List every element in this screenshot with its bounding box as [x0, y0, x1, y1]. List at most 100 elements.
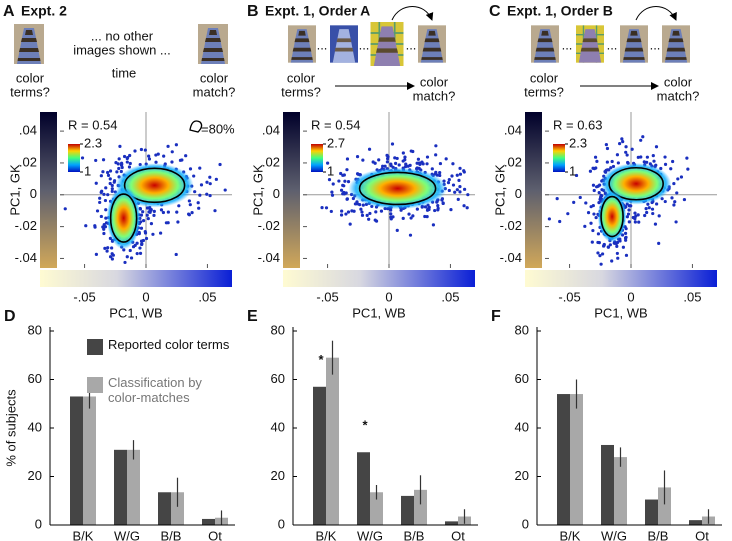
- stimulus-image: [531, 25, 559, 63]
- point: [634, 214, 638, 218]
- y-tick-label: .02: [504, 154, 522, 169]
- point: [218, 162, 222, 167]
- point: [389, 162, 393, 166]
- last-label: match?: [193, 84, 236, 99]
- point: [462, 204, 466, 208]
- x-tick-label: -.05: [73, 289, 95, 304]
- point: [111, 253, 115, 257]
- bar: [127, 449, 140, 525]
- point: [592, 167, 597, 171]
- point: [95, 209, 100, 213]
- ellipsis: ...: [359, 37, 370, 52]
- point: [330, 193, 335, 197]
- point: [326, 161, 330, 165]
- x-tick-label: Ot: [451, 528, 465, 541]
- point: [657, 241, 661, 245]
- point: [161, 210, 165, 215]
- point: [101, 170, 105, 174]
- x-axis-label: PC1, WB: [109, 305, 162, 320]
- point: [343, 179, 347, 183]
- point: [104, 216, 108, 220]
- point: [389, 212, 393, 216]
- point: [672, 203, 676, 207]
- panel-label: F: [491, 308, 501, 325]
- point: [147, 210, 151, 214]
- density-blob: [348, 167, 447, 210]
- point: [146, 217, 150, 221]
- point: [610, 259, 614, 263]
- point: [120, 165, 124, 170]
- point: [436, 206, 440, 210]
- point: [626, 212, 631, 216]
- point: [672, 181, 676, 186]
- point: [433, 208, 437, 213]
- point: [652, 159, 656, 163]
- point: [596, 184, 600, 188]
- point: [122, 154, 127, 159]
- point: [636, 213, 640, 217]
- point: [129, 256, 134, 260]
- point: [403, 165, 408, 169]
- point: [444, 157, 448, 161]
- point: [101, 158, 106, 162]
- point: [393, 161, 398, 165]
- panel-label: D: [4, 308, 16, 325]
- point: [436, 204, 440, 208]
- point: [462, 187, 467, 191]
- point: [431, 223, 436, 227]
- bar: [570, 394, 583, 525]
- point: [355, 155, 360, 159]
- point: [159, 231, 163, 235]
- point: [164, 221, 169, 225]
- bar: [645, 499, 658, 525]
- point: [447, 188, 451, 193]
- point: [138, 246, 142, 250]
- point: [604, 143, 608, 147]
- y-tick-label: -.02: [15, 218, 37, 233]
- point: [135, 241, 139, 245]
- point: [368, 211, 372, 216]
- point: [140, 242, 144, 246]
- x-tick-label: -.05: [316, 289, 338, 304]
- point: [434, 144, 438, 148]
- inset-colorbar: [553, 144, 565, 172]
- point: [110, 257, 114, 261]
- point: [639, 155, 643, 159]
- point: [106, 193, 110, 197]
- point: [407, 212, 411, 216]
- point: [151, 232, 155, 236]
- x-tick-label: W/G: [357, 528, 383, 541]
- point: [329, 209, 333, 214]
- point: [610, 159, 614, 164]
- point: [345, 168, 349, 172]
- inset-colorbar: [68, 144, 80, 172]
- point: [591, 228, 595, 233]
- point: [187, 212, 191, 216]
- point: [674, 220, 678, 224]
- point: [416, 157, 421, 161]
- point: [119, 169, 123, 174]
- point: [645, 155, 649, 159]
- bar: [614, 457, 627, 525]
- point: [339, 171, 343, 176]
- point: [663, 155, 667, 159]
- point: [458, 166, 462, 170]
- point: [156, 152, 160, 156]
- point: [597, 190, 601, 195]
- point: [339, 213, 344, 217]
- point: [115, 170, 119, 174]
- point: [391, 215, 395, 219]
- point: [144, 236, 149, 241]
- point: [208, 182, 212, 186]
- point: [147, 157, 152, 161]
- point: [162, 154, 166, 158]
- y-tick-label: 0: [273, 186, 280, 201]
- point: [101, 225, 105, 229]
- point: [389, 208, 393, 212]
- point: [605, 160, 609, 164]
- point: [348, 222, 352, 226]
- r-annotation: R = 0.54: [311, 117, 361, 132]
- point: [198, 166, 202, 170]
- point: [669, 167, 673, 171]
- point: [385, 160, 389, 164]
